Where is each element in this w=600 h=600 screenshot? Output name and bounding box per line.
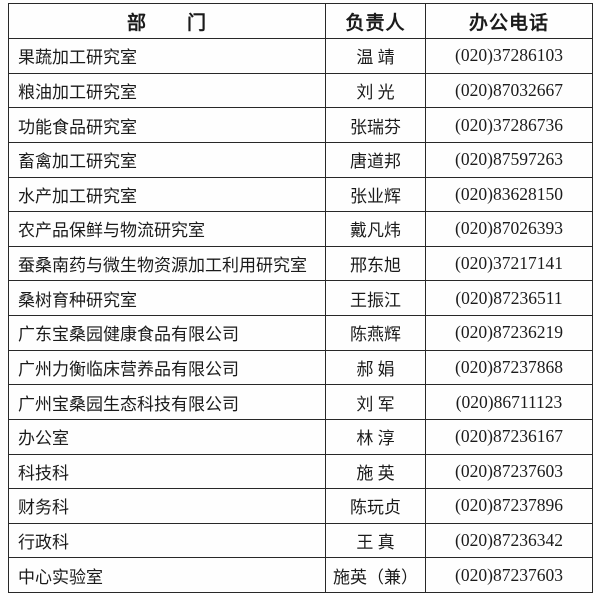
dept-cell: 果蔬加工研究室 bbox=[8, 38, 326, 74]
phone-cell: (020)87237896 bbox=[425, 488, 593, 524]
leader-cell: 陈燕辉 bbox=[325, 315, 426, 351]
leader-cell: 唐道邦 bbox=[325, 141, 426, 178]
table-row: 果蔬加工研究室 温 靖 (020)37286103 bbox=[8, 38, 593, 74]
phone-cell: (020)87032667 bbox=[425, 72, 593, 109]
leader-cell: 王振江 bbox=[325, 280, 426, 316]
phone-cell: (020)87236167 bbox=[425, 418, 593, 455]
dept-cell: 功能食品研究室 bbox=[8, 107, 326, 143]
phone-cell: (020)37286103 bbox=[425, 38, 593, 74]
leader-cell: 张业辉 bbox=[325, 176, 426, 213]
table-row: 蚕桑南药与微生物资源加工利用研究室 邢东旭 (020)37217141 bbox=[8, 245, 593, 282]
dept-cell: 中心实验室 bbox=[8, 557, 326, 593]
leader-cell: 林 淳 bbox=[325, 418, 426, 455]
table-row: 广州宝桑园生态科技有限公司 刘 军 (020)86711123 bbox=[8, 384, 593, 420]
table-row: 桑树育种研究室 王振江 (020)87236511 bbox=[8, 280, 593, 316]
table-row: 行政科 王 真 (020)87236342 bbox=[8, 522, 593, 559]
table-row: 广东宝桑园健康食品有限公司 陈燕辉 (020)87236219 bbox=[8, 315, 593, 351]
dept-cell: 水产加工研究室 bbox=[8, 176, 326, 213]
dept-cell: 办公室 bbox=[8, 418, 326, 455]
table-row: 水产加工研究室 张业辉 (020)83628150 bbox=[8, 176, 593, 213]
header-phone: 办公电话 bbox=[425, 3, 593, 39]
table-body: 果蔬加工研究室 温 靖 (020)37286103 粮油加工研究室 刘 光 (0… bbox=[8, 38, 593, 593]
table-row: 科技科 施 英 (020)87237603 bbox=[8, 453, 593, 490]
dept-cell: 广州力衡临床营养品有限公司 bbox=[8, 349, 326, 386]
phone-cell: (020)87597263 bbox=[425, 141, 593, 178]
table-row: 办公室 林 淳 (020)87236167 bbox=[8, 418, 593, 455]
phone-cell: (020)87236342 bbox=[425, 522, 593, 559]
dept-cell: 桑树育种研究室 bbox=[8, 280, 326, 316]
dept-cell: 畜禽加工研究室 bbox=[8, 141, 326, 178]
dept-cell: 广州宝桑园生态科技有限公司 bbox=[8, 384, 326, 420]
table-row: 广州力衡临床营养品有限公司 郝 娟 (020)87237868 bbox=[8, 349, 593, 386]
leader-cell: 张瑞芬 bbox=[325, 107, 426, 143]
table-header: 部 门 负责人 办公电话 bbox=[8, 3, 593, 39]
dept-cell: 蚕桑南药与微生物资源加工利用研究室 bbox=[8, 245, 326, 282]
table-row: 农产品保鲜与物流研究室 戴凡炜 (020)87026393 bbox=[8, 211, 593, 247]
table-row: 畜禽加工研究室 唐道邦 (020)87597263 bbox=[8, 141, 593, 178]
table-row: 功能食品研究室 张瑞芬 (020)37286736 bbox=[8, 107, 593, 143]
dept-cell: 广东宝桑园健康食品有限公司 bbox=[8, 315, 326, 351]
table-row: 中心实验室 施英（兼） (020)87237603 bbox=[8, 557, 593, 593]
header-row: 部 门 负责人 办公电话 bbox=[8, 3, 593, 39]
phone-cell: (020)86711123 bbox=[425, 384, 593, 420]
phone-cell: (020)87237603 bbox=[425, 557, 593, 593]
dept-cell: 粮油加工研究室 bbox=[8, 72, 326, 109]
dept-cell: 行政科 bbox=[8, 522, 326, 559]
phone-cell: (020)87237868 bbox=[425, 349, 593, 386]
leader-cell: 刘 光 bbox=[325, 72, 426, 109]
leader-cell: 施 英 bbox=[325, 453, 426, 490]
table-row: 财务科 陈玩贞 (020)87237896 bbox=[8, 488, 593, 524]
phone-cell: (020)87237603 bbox=[425, 453, 593, 490]
leader-cell: 戴凡炜 bbox=[325, 211, 426, 247]
phone-cell: (020)37217141 bbox=[425, 245, 593, 282]
phone-cell: (020)87026393 bbox=[425, 211, 593, 247]
dept-cell: 财务科 bbox=[8, 488, 326, 524]
leader-cell: 王 真 bbox=[325, 522, 426, 559]
dept-cell: 科技科 bbox=[8, 453, 326, 490]
leader-cell: 温 靖 bbox=[325, 38, 426, 74]
department-contact-table: 部 门 负责人 办公电话 果蔬加工研究室 温 靖 (020)37286103 粮… bbox=[8, 3, 593, 593]
leader-cell: 陈玩贞 bbox=[325, 488, 426, 524]
phone-cell: (020)87236511 bbox=[425, 280, 593, 316]
header-department: 部 门 bbox=[8, 3, 326, 39]
phone-cell: (020)87236219 bbox=[425, 315, 593, 351]
leader-cell: 邢东旭 bbox=[325, 245, 426, 282]
header-leader: 负责人 bbox=[325, 3, 426, 39]
table-row: 粮油加工研究室 刘 光 (020)87032667 bbox=[8, 72, 593, 109]
dept-cell: 农产品保鲜与物流研究室 bbox=[8, 211, 326, 247]
phone-cell: (020)37286736 bbox=[425, 107, 593, 143]
leader-cell: 郝 娟 bbox=[325, 349, 426, 386]
leader-cell: 施英（兼） bbox=[325, 557, 426, 593]
leader-cell: 刘 军 bbox=[325, 384, 426, 420]
phone-cell: (020)83628150 bbox=[425, 176, 593, 213]
